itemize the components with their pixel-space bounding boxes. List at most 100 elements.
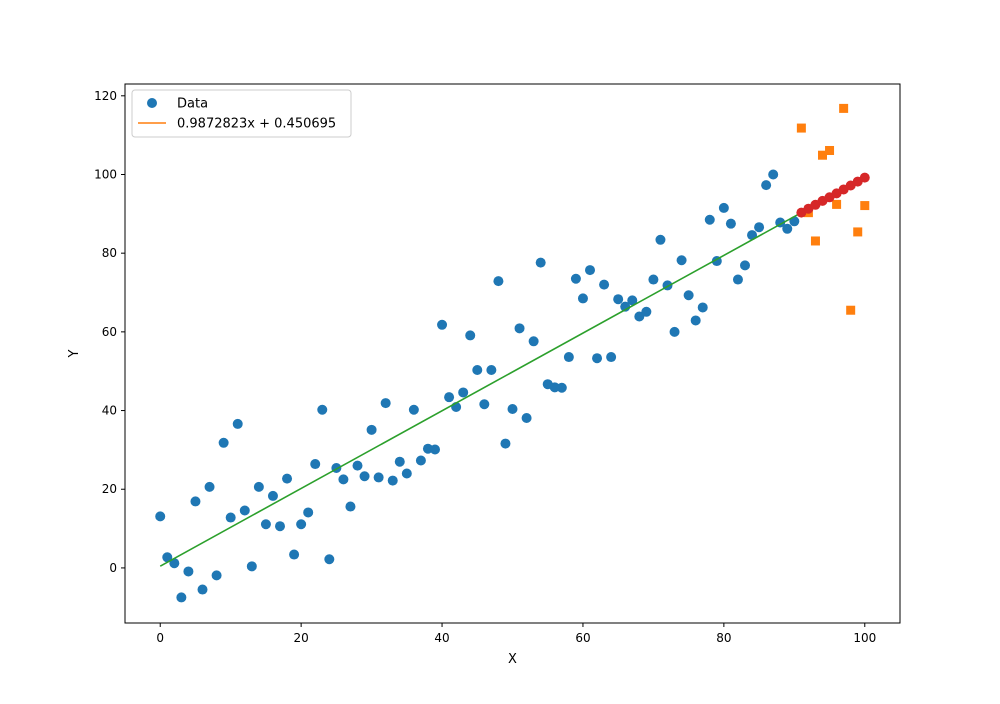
test-point [818,150,827,160]
x-tick-label: 0 [156,631,164,645]
data-point [430,444,440,455]
y-tick-label: 60 [102,325,117,339]
data-point [627,295,638,306]
data-point [782,223,793,234]
y-axis-ticks: 0 20 40 60 80 100 120 [94,89,125,575]
data-point [444,392,455,403]
test-point [796,123,806,133]
data-point [303,507,314,518]
data-point [345,501,356,512]
legend: Data 0.9872823x + 0.450695 [131,89,352,138]
data-point [183,566,194,577]
data-point [669,326,680,337]
data-point [408,404,419,415]
data-point [239,505,250,516]
data-point [500,438,511,449]
data-point [690,315,701,326]
data-point [486,365,497,376]
y-tick-label: 0 [109,561,117,575]
data-point [373,472,384,483]
data-point [528,336,539,347]
data-point [641,306,652,317]
data-point [718,202,729,213]
data-point [289,549,300,560]
data-point [570,273,581,284]
data-point [260,519,271,530]
data-point [275,521,285,532]
data-point [246,561,257,572]
data-point [218,437,229,448]
data-point [415,455,426,466]
y-tick-label: 20 [102,482,117,496]
y-tick-label: 120 [94,89,117,103]
data-point [704,214,715,225]
data-point [754,222,765,233]
data-point [493,276,504,287]
data-point [310,459,321,470]
data-point [162,552,173,563]
data-point [387,475,398,486]
legend-data-label: Data [177,97,208,112]
data-point [732,274,743,285]
x-tick-label: 40 [434,631,449,645]
data-point [563,352,574,363]
data-point [211,570,222,581]
y-axis-label: Y [67,349,82,358]
legend-fit-label: 0.9872823x + 0.450695 [177,117,336,132]
axes-frame [124,83,901,624]
data-point [359,471,370,482]
data-point [267,490,278,501]
data-point [740,260,750,271]
data-point [507,403,518,414]
data-point [521,413,532,424]
data-point [190,496,201,507]
test-point [853,227,863,237]
fit-line [159,177,866,567]
data-point [725,218,736,229]
data-point [253,481,264,492]
y-tick-label: 100 [94,167,117,181]
data-point [225,512,236,523]
data-point [514,323,525,334]
data-point [380,398,391,409]
data-point [366,424,377,435]
axes-background [125,84,900,623]
x-tick-label: 100 [853,631,876,645]
data-point [683,290,694,301]
data-point [197,584,208,595]
data-point [352,460,363,471]
data-point [655,234,666,245]
data-point [585,265,595,276]
data-point [479,399,490,410]
plot-area [155,103,870,603]
data-point [169,558,180,569]
data-point [535,257,546,268]
data-point [556,382,567,393]
test-point [825,145,835,155]
data-point [648,274,659,285]
data-point [606,352,617,363]
x-tick-label: 80 [716,631,731,645]
x-tick-label: 20 [293,631,308,645]
data-point [176,592,187,603]
data-point [549,382,560,393]
data-point [768,169,779,180]
test-point [832,199,842,209]
data-point [613,294,624,305]
data-point [401,468,412,479]
y-tick-label: 80 [102,246,117,260]
data-point [204,481,215,492]
x-axis-label: X [508,652,517,667]
data-point [317,404,328,415]
data-point [296,519,307,530]
data-point [232,418,243,429]
data-point [592,353,603,364]
y-tick-label: 40 [102,404,117,418]
data-point [458,387,469,398]
x-tick-label: 60 [575,631,590,645]
data-point [697,302,708,313]
data-point [599,279,610,290]
data-point [394,456,405,467]
test-point [810,236,820,246]
